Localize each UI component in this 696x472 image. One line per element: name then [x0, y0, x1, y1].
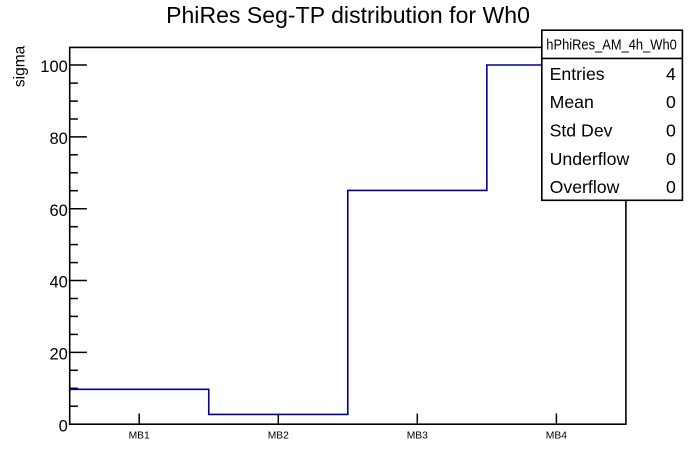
svg-text:40: 40: [49, 274, 67, 292]
svg-text:0: 0: [666, 149, 676, 169]
svg-text:Mean: Mean: [550, 92, 594, 112]
svg-text:0: 0: [666, 121, 676, 141]
svg-text:MB3: MB3: [407, 431, 428, 442]
svg-text:Overflow: Overflow: [550, 177, 620, 197]
svg-text:0: 0: [59, 417, 68, 435]
svg-text:MB4: MB4: [546, 431, 567, 442]
svg-text:20: 20: [49, 346, 67, 364]
svg-text:Entries: Entries: [550, 64, 605, 84]
svg-text:PhiRes Seg-TP distribution for: PhiRes Seg-TP distribution for Wh0: [166, 2, 530, 28]
svg-text:4: 4: [666, 64, 676, 84]
svg-text:Underflow: Underflow: [550, 149, 630, 169]
svg-text:MB1: MB1: [129, 431, 150, 442]
svg-text:100: 100: [40, 58, 68, 76]
svg-text:0: 0: [666, 177, 676, 197]
svg-text:Std Dev: Std Dev: [550, 121, 613, 141]
svg-text:0: 0: [666, 92, 676, 112]
svg-text:sigma: sigma: [12, 45, 29, 87]
svg-text:hPhiRes_AM_4h_Wh0: hPhiRes_AM_4h_Wh0: [546, 36, 677, 53]
svg-text:60: 60: [49, 202, 67, 220]
svg-text:80: 80: [49, 130, 67, 148]
svg-text:MB2: MB2: [268, 431, 289, 442]
